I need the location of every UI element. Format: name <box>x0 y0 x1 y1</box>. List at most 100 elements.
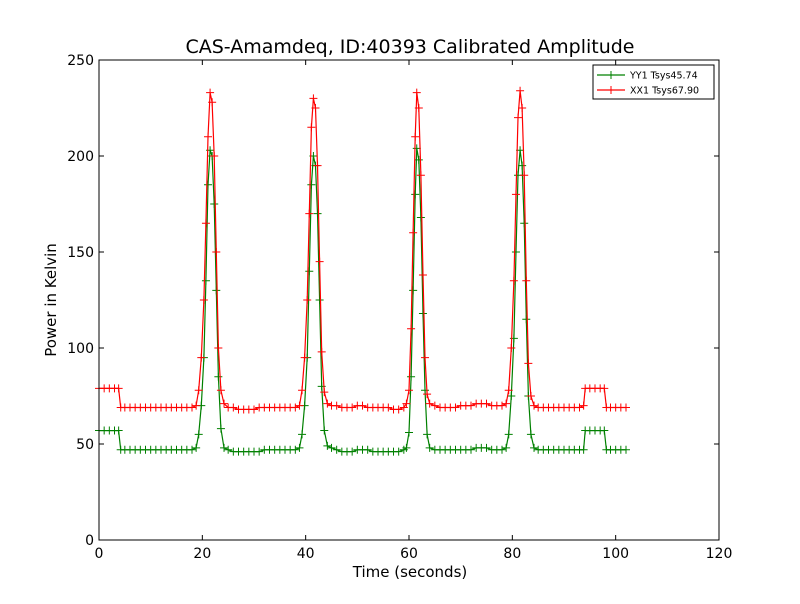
y-tick-label: 200 <box>67 149 94 165</box>
data-point <box>579 445 588 454</box>
data-point <box>208 98 217 107</box>
data-point <box>216 424 225 433</box>
data-point <box>323 441 332 450</box>
data-point <box>425 443 434 452</box>
data-point <box>291 403 300 412</box>
data-point <box>210 152 219 160</box>
data-point <box>451 403 460 412</box>
data-point <box>511 190 520 199</box>
data-point <box>394 447 403 456</box>
data-point <box>411 190 420 199</box>
data-point <box>201 276 210 285</box>
x-tick-label: 60 <box>400 546 418 562</box>
data-point <box>394 405 403 414</box>
data-point <box>307 123 316 132</box>
data-point <box>214 344 223 352</box>
data-point <box>509 276 518 285</box>
data-point <box>579 401 588 410</box>
data-point <box>425 399 434 408</box>
data-point <box>358 401 367 410</box>
data-point <box>313 161 322 170</box>
series-layer <box>95 86 630 456</box>
data-point <box>407 324 416 333</box>
data-point <box>192 401 201 410</box>
data-point <box>526 430 535 439</box>
data-point <box>405 428 413 437</box>
data-point <box>332 445 341 454</box>
data-point <box>498 445 506 454</box>
data-point <box>504 430 513 439</box>
data-point <box>224 445 233 454</box>
data-point <box>363 445 372 454</box>
data-point <box>409 286 418 295</box>
legend-entry: YY1 Tsys45.74 <box>597 71 698 82</box>
data-point <box>412 144 421 153</box>
data-point <box>482 399 491 408</box>
legend-box <box>592 64 715 100</box>
data-point <box>229 403 238 412</box>
y-tick-label: 150 <box>67 245 94 261</box>
data-point <box>323 399 332 408</box>
data-point <box>416 171 425 180</box>
data-point <box>409 228 418 237</box>
data-point <box>520 219 529 228</box>
data-point <box>414 155 423 164</box>
y-tick-label: 100 <box>67 341 94 357</box>
x-tick-label: 0 <box>95 546 104 562</box>
data-point <box>295 401 304 410</box>
data-point <box>204 180 213 189</box>
data-point <box>530 401 539 410</box>
data-point <box>220 443 229 452</box>
data-point <box>522 276 531 285</box>
legend-marker <box>607 86 615 94</box>
data-point <box>250 405 258 414</box>
data-point <box>418 309 427 318</box>
data-point <box>188 403 196 412</box>
data-point <box>320 426 329 435</box>
data-point <box>210 200 219 208</box>
chart-title: CAS-Amamdeq, ID:40393 Calibrated Amplitu… <box>185 36 634 58</box>
series-1 <box>95 86 630 414</box>
data-point <box>307 180 316 189</box>
data-point <box>416 213 425 222</box>
data-point <box>575 403 584 412</box>
data-point <box>514 113 523 122</box>
x-tick-label: 80 <box>503 546 521 562</box>
data-point <box>305 209 314 218</box>
data-point <box>405 386 413 395</box>
series-line <box>99 90 626 410</box>
data-point <box>188 445 196 454</box>
plot-area <box>99 60 719 540</box>
data-point <box>197 353 206 362</box>
data-point <box>315 257 324 266</box>
legend: YY1 Tsys45.74 XX1 Tsys67.90 <box>592 64 715 100</box>
y-tick-label: 250 <box>67 53 94 69</box>
data-point <box>430 401 439 410</box>
data-point <box>622 403 630 412</box>
data-point <box>212 286 221 295</box>
data-point <box>332 401 341 410</box>
data-point <box>305 267 314 276</box>
data-point <box>622 445 630 454</box>
data-point <box>423 430 432 439</box>
data-point <box>516 86 525 95</box>
data-point <box>313 209 322 218</box>
y-tick-label: 0 <box>85 533 94 549</box>
y-axis-label: Power in Kelvin <box>42 243 60 357</box>
legend-marker <box>607 71 615 79</box>
data-point <box>518 161 527 170</box>
data-point <box>291 445 300 454</box>
data-point <box>402 399 411 408</box>
data-point <box>194 430 203 439</box>
data-point <box>206 88 215 97</box>
data-point <box>220 399 229 408</box>
data-point <box>402 443 411 452</box>
data-point <box>315 296 324 304</box>
data-point <box>502 443 511 452</box>
data-point <box>502 399 511 408</box>
data-point <box>507 392 516 400</box>
data-point <box>212 248 221 256</box>
legend-entry: XX1 Tsys67.90 <box>597 86 699 97</box>
